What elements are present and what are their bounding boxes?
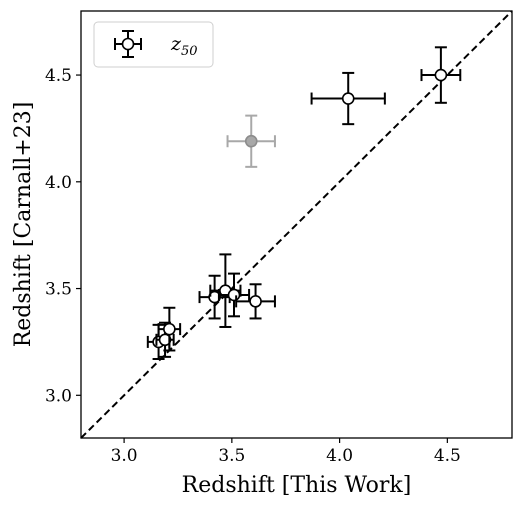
x-tick-label-3: 4.5 <box>434 446 461 466</box>
data-point-3 <box>198 274 231 320</box>
data-point-8 <box>420 46 462 104</box>
y-tick-label-2: 4.0 <box>45 173 72 193</box>
point-marker <box>249 295 262 308</box>
point-marker <box>163 322 176 336</box>
point-marker <box>434 68 448 82</box>
outlier-point-0 <box>226 114 276 168</box>
data-point-7 <box>310 71 386 126</box>
point-marker <box>341 92 355 105</box>
point-marker <box>244 134 258 148</box>
y-tick-label-1: 3.5 <box>45 280 72 300</box>
y-tick-label-0: 3.0 <box>45 386 72 406</box>
x-axis-label: Redshift [This Work] <box>182 473 412 498</box>
chart-marks <box>80 10 513 439</box>
x-tick-label-1: 3.5 <box>218 446 245 466</box>
plot-frame <box>80 10 513 439</box>
point-marker <box>227 288 241 302</box>
y-tick-label-3: 4.5 <box>45 66 72 86</box>
x-tick-label-0: 3.0 <box>111 446 138 466</box>
data-point-6 <box>235 283 276 320</box>
legend-marker <box>114 30 142 58</box>
x-tick-label-2: 4.0 <box>326 446 353 466</box>
legend-label: z50 <box>170 33 198 59</box>
data-point-5 <box>217 272 251 318</box>
x-axis: 3.0 3.5 4.0 4.5 <box>111 438 461 466</box>
legend-box <box>93 21 214 68</box>
point-marker <box>158 333 172 347</box>
y-axis-label: Redshift [Carnall+23] <box>11 102 36 348</box>
data-point-2 <box>157 306 182 352</box>
y-axis: 3.0 3.5 4.0 4.5 <box>45 66 81 406</box>
one-to-one-line <box>80 10 513 439</box>
legend: z50 <box>93 21 214 68</box>
